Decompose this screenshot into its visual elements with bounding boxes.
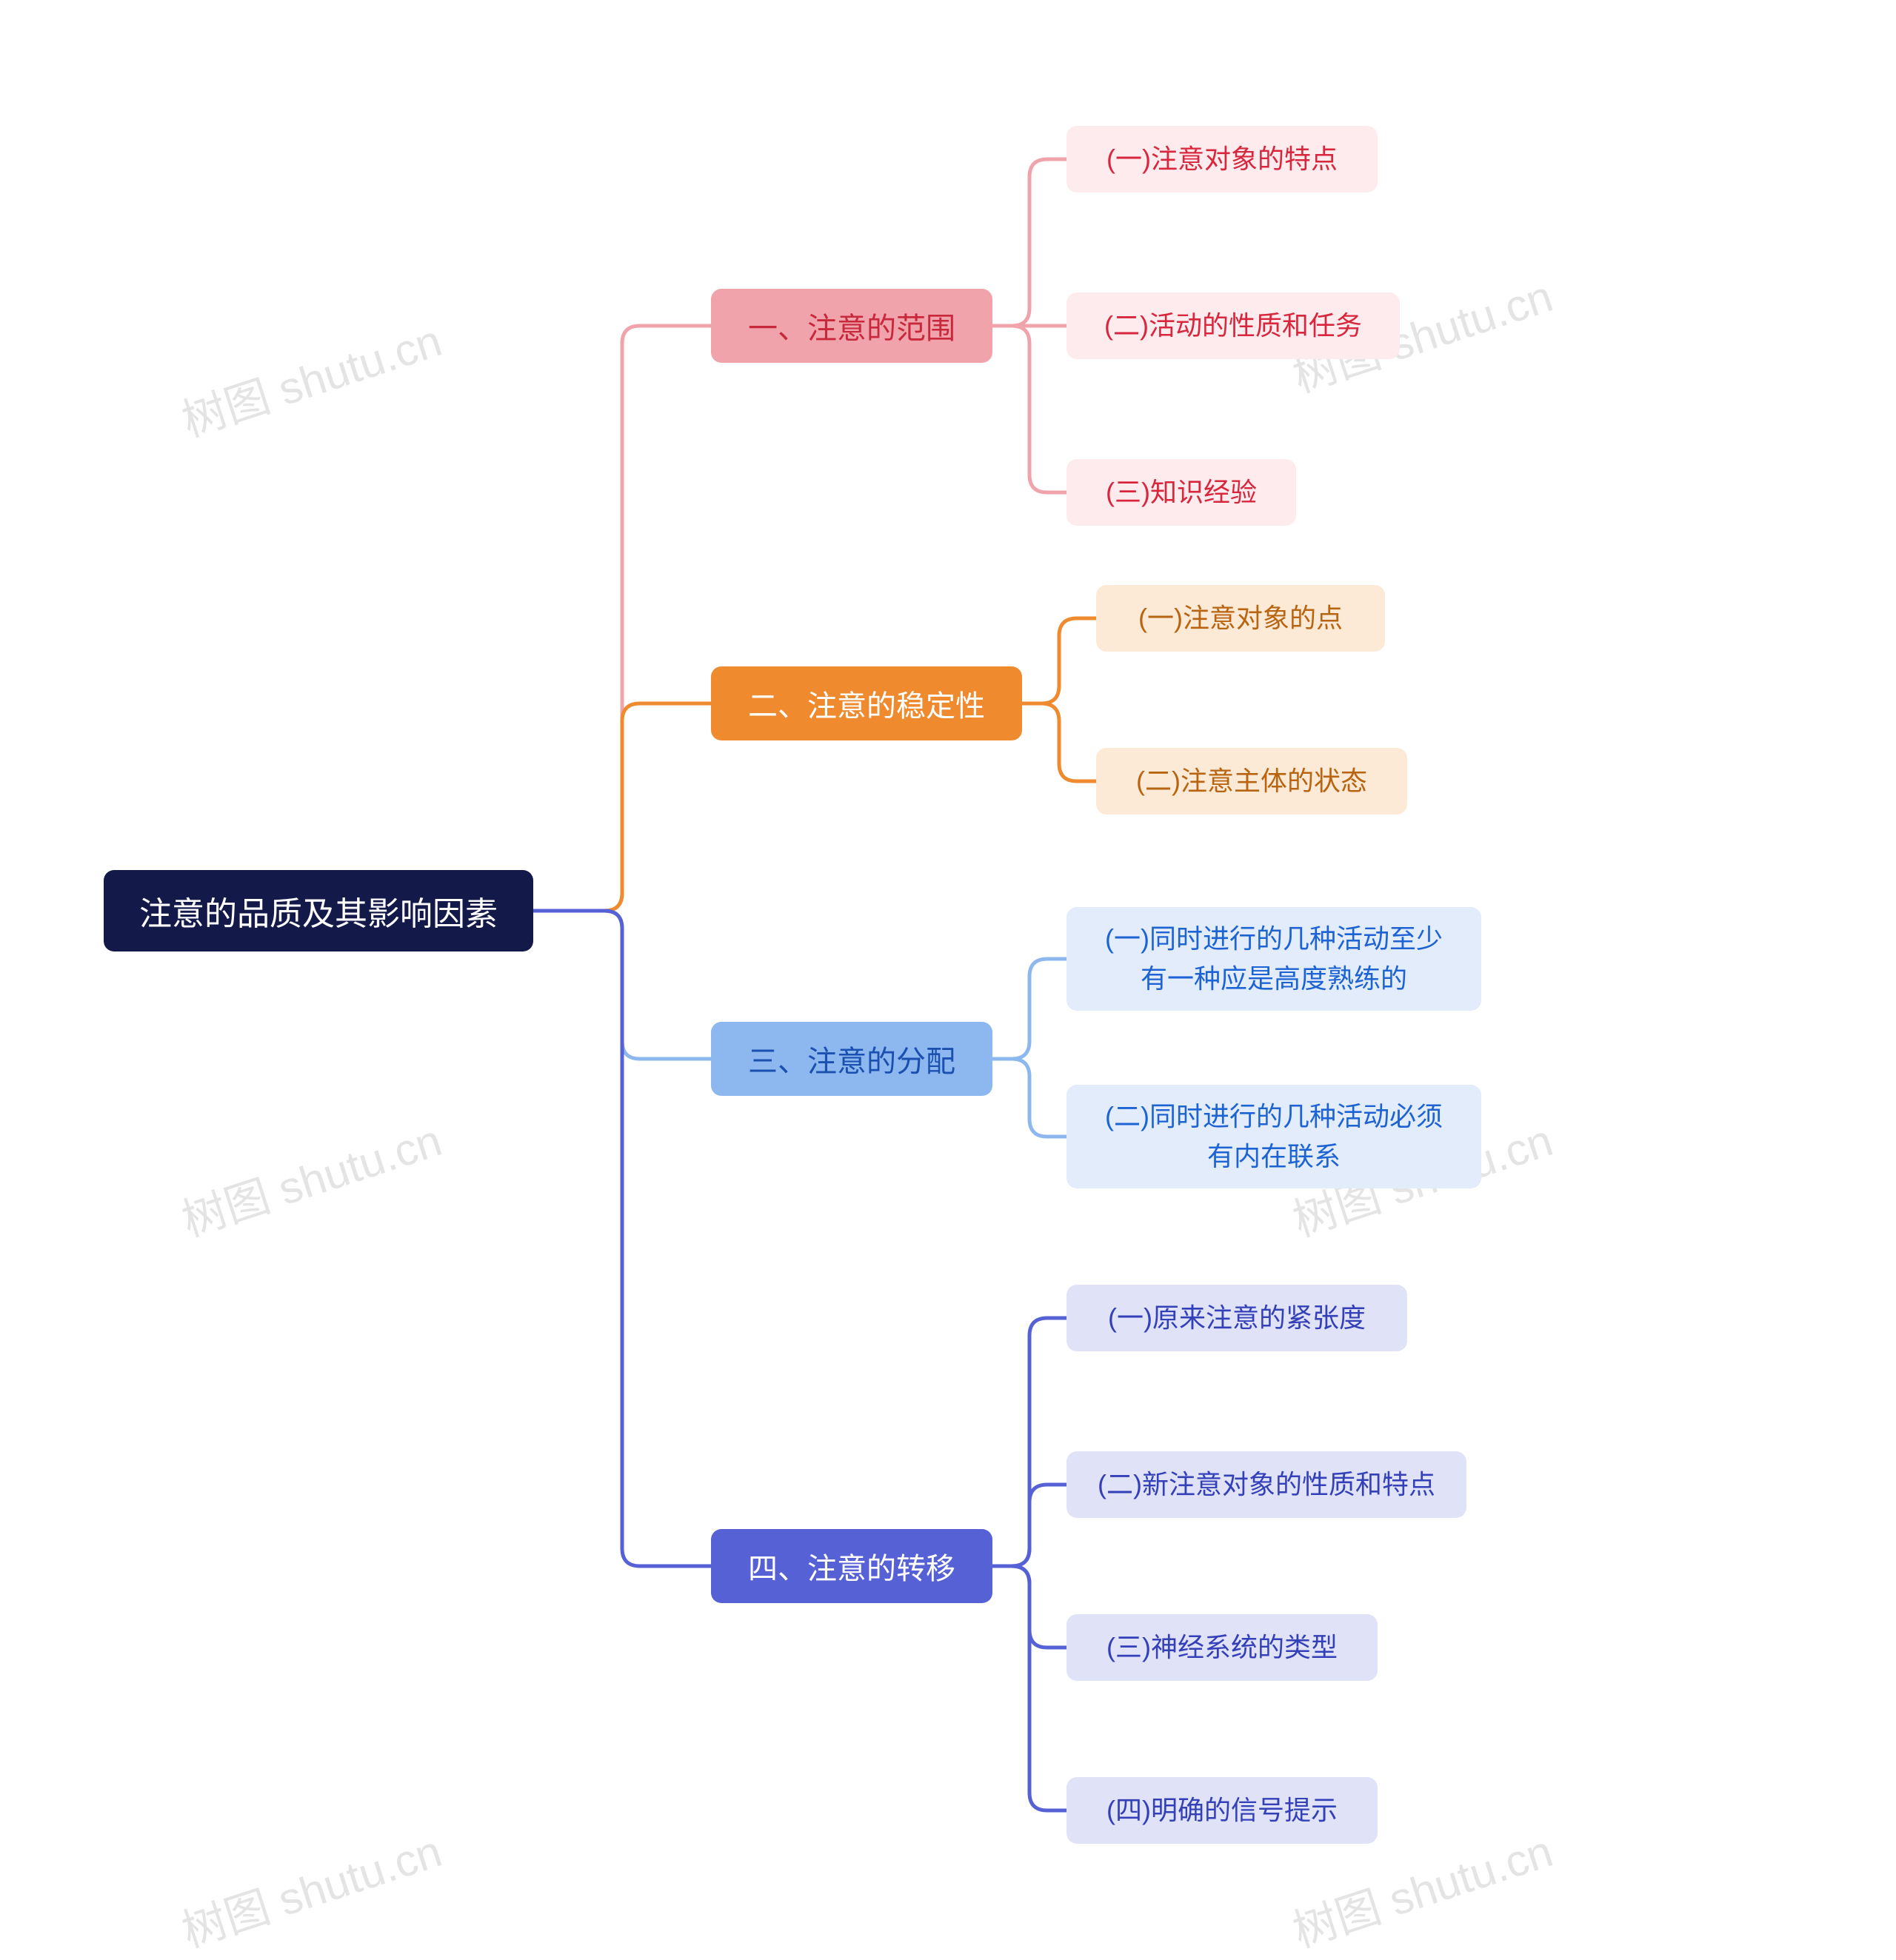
edge (533, 911, 711, 1566)
branch-1-leaf-1-label: (一)注意对象的特点 (1106, 139, 1338, 179)
branch-3-leaf-1-label: (一)同时进行的几种活动至少有一种应是高度熟练的 (1093, 919, 1455, 999)
branch-3-leaf-1: (一)同时进行的几种活动至少有一种应是高度熟练的 (1066, 907, 1481, 1011)
branch-3-leaf-2: (二)同时进行的几种活动必须有内在联系 (1066, 1085, 1481, 1188)
branch-2-label: 二、注意的稳定性 (748, 682, 985, 725)
edge (1022, 703, 1096, 781)
branch-4-leaf-1: (一)原来注意的紧张度 (1066, 1285, 1407, 1351)
watermark: 树图 shutu.cn (173, 1816, 449, 1960)
watermark: 树图 shutu.cn (173, 305, 449, 449)
branch-1-leaf-2: (二)活动的性质和任务 (1066, 292, 1400, 359)
branch-4-leaf-1-label: (一)原来注意的紧张度 (1108, 1298, 1366, 1338)
edge (992, 1566, 1066, 1648)
watermark: 树图 shutu.cn (173, 1105, 449, 1249)
edge (533, 326, 711, 911)
edge (992, 1485, 1066, 1566)
edge (992, 959, 1066, 1059)
branch-1-leaf-3: (三)知识经验 (1066, 459, 1296, 526)
branch-3-leaf-2-label: (二)同时进行的几种活动必须有内在联系 (1093, 1097, 1455, 1177)
branch-2-leaf-2-label: (二)注意主体的状态 (1136, 761, 1367, 801)
branch-4-leaf-2-label: (二)新注意对象的性质和特点 (1098, 1465, 1435, 1505)
edge (533, 703, 711, 911)
branch-4-leaf-4-label: (四)明确的信号提示 (1106, 1790, 1338, 1830)
edge (992, 326, 1066, 492)
branch-4-leaf-3-label: (三)神经系统的类型 (1106, 1628, 1338, 1668)
edge (992, 1566, 1066, 1810)
branch-1: 一、注意的范围 (711, 289, 992, 363)
branch-3-label: 三、注意的分配 (748, 1037, 955, 1080)
branch-4: 四、注意的转移 (711, 1529, 992, 1603)
branch-4-leaf-3: (三)神经系统的类型 (1066, 1614, 1378, 1681)
branch-2-leaf-1-label: (一)注意对象的点 (1138, 598, 1343, 638)
mindmap-canvas: 树图 shutu.cn树图 shutu.cn树图 shutu.cn树图 shut… (0, 0, 1896, 1954)
edge (992, 1059, 1066, 1137)
branch-1-leaf-2-label: (二)活动的性质和任务 (1104, 306, 1362, 346)
branch-2-leaf-2: (二)注意主体的状态 (1096, 748, 1407, 815)
branch-3: 三、注意的分配 (711, 1022, 992, 1096)
branch-4-leaf-4: (四)明确的信号提示 (1066, 1777, 1378, 1844)
branch-2-leaf-1: (一)注意对象的点 (1096, 585, 1385, 652)
root-node: 注意的品质及其影响因素 (104, 870, 533, 951)
edge (992, 1318, 1066, 1566)
branch-4-leaf-2: (二)新注意对象的性质和特点 (1066, 1451, 1466, 1518)
branch-1-label: 一、注意的范围 (748, 304, 955, 347)
edge (992, 159, 1066, 326)
branch-2: 二、注意的稳定性 (711, 666, 1022, 740)
edge (533, 911, 711, 1059)
branch-1-leaf-1: (一)注意对象的特点 (1066, 126, 1378, 193)
branch-4-label: 四、注意的转移 (748, 1545, 955, 1588)
root-node-label: 注意的品质及其影响因素 (139, 887, 498, 934)
branch-1-leaf-3-label: (三)知识经验 (1106, 472, 1257, 512)
edge (1022, 618, 1096, 703)
